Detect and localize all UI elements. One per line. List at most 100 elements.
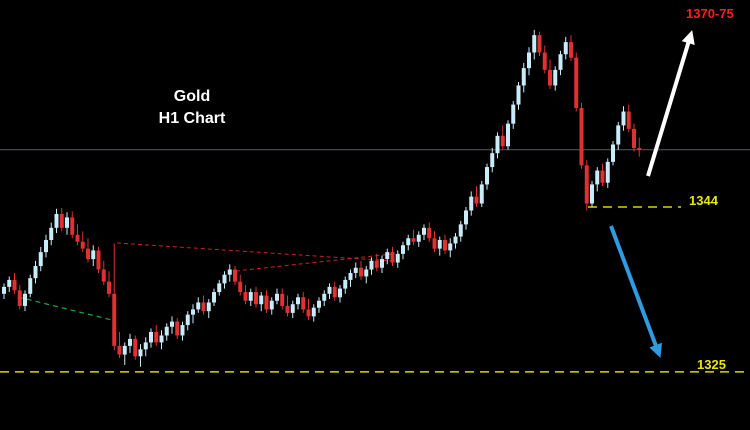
candle-up [590, 184, 594, 204]
candle-down [86, 248, 90, 260]
candle-up [364, 269, 369, 277]
green-trendline [17, 296, 117, 322]
candle-up [369, 260, 374, 270]
candle-down [17, 290, 22, 306]
candle-up [611, 144, 615, 162]
candle-up [65, 217, 69, 228]
candle-up [616, 125, 621, 145]
candle-up [23, 293, 27, 306]
candle-up [343, 279, 348, 289]
candle-up [338, 288, 342, 298]
candle-up [464, 210, 468, 225]
candle-down [301, 297, 306, 310]
candle-up [322, 293, 327, 301]
candle-up [490, 153, 495, 168]
candle-up [479, 184, 484, 204]
candle-up [516, 85, 521, 105]
red-trendline-upper [116, 242, 393, 262]
candle-down [374, 260, 379, 268]
candle-up [212, 292, 216, 303]
candle-up [149, 331, 153, 343]
candle-down [569, 42, 573, 58]
candle-up [558, 54, 563, 70]
candle-up [311, 307, 316, 317]
candle-up [327, 286, 332, 294]
candle-up [275, 293, 279, 301]
white-up-arrow [646, 30, 695, 177]
candle-up [495, 135, 500, 154]
candle-up [296, 297, 300, 305]
candle-down [238, 281, 243, 293]
candle-down [306, 309, 311, 317]
candle-up [595, 170, 600, 185]
candle-down [574, 57, 579, 109]
candle-up [191, 309, 195, 315]
candle-up [422, 227, 426, 235]
candle-up [7, 279, 12, 287]
candle-up [553, 69, 558, 86]
candle-up [44, 239, 48, 253]
candle-up [91, 250, 96, 260]
candle-up [128, 338, 132, 346]
trendlines-layer [17, 242, 393, 322]
candle-down [280, 293, 285, 306]
candle-up [416, 234, 421, 242]
candle-down [59, 213, 64, 228]
candle-up [605, 161, 610, 183]
candle-up [248, 292, 253, 301]
candle-up [227, 269, 232, 275]
candle-down [264, 295, 269, 310]
candle-up [138, 349, 143, 357]
candles-layer [2, 29, 642, 367]
candle-down [117, 345, 122, 355]
candle-down [427, 227, 432, 239]
candle-down [637, 147, 642, 150]
candle-up [122, 345, 127, 355]
candle-down [75, 234, 80, 242]
candle-up [38, 252, 43, 267]
candle-down [359, 267, 363, 277]
candle-up [458, 224, 463, 237]
candle-down [537, 35, 542, 53]
candle-up [348, 272, 353, 280]
candle-down [254, 292, 258, 305]
levels-layer [0, 149, 750, 373]
candle-down [285, 305, 290, 313]
arrows-layer [609, 30, 695, 358]
candle-down [12, 279, 17, 291]
candle-up [437, 239, 442, 249]
candle-up [54, 213, 59, 228]
chart-subtitle: H1 Chart [158, 110, 226, 127]
candle-down [243, 292, 248, 301]
candle-up [563, 42, 568, 55]
candle-down [390, 252, 395, 263]
candle-down [432, 238, 437, 249]
candle-up [185, 314, 190, 326]
candle-up [217, 283, 222, 293]
candle-down [542, 52, 547, 70]
candle-down [332, 286, 337, 298]
candle-down [70, 217, 75, 235]
candle-up [222, 274, 227, 284]
candle-down [112, 293, 117, 346]
candle-up [353, 267, 358, 273]
candle-down [80, 241, 85, 249]
resistance-zone-label: 1370-75 [686, 6, 734, 21]
candle-down [443, 239, 447, 251]
candle-up [511, 104, 516, 124]
candle-up [521, 68, 526, 86]
candle-down [133, 338, 138, 357]
candle-up [380, 259, 384, 268]
candle-up [448, 243, 453, 251]
candle-down [579, 108, 584, 166]
candle-up [532, 35, 537, 53]
candle-up [269, 300, 274, 310]
candle-up [506, 123, 510, 147]
candle-up [290, 304, 295, 313]
candle-down [175, 321, 180, 336]
red-trendline-lower [235, 253, 393, 272]
candle-up [196, 302, 201, 310]
candle-down [548, 69, 552, 86]
candle-up [401, 245, 405, 254]
candle-up [143, 342, 148, 350]
